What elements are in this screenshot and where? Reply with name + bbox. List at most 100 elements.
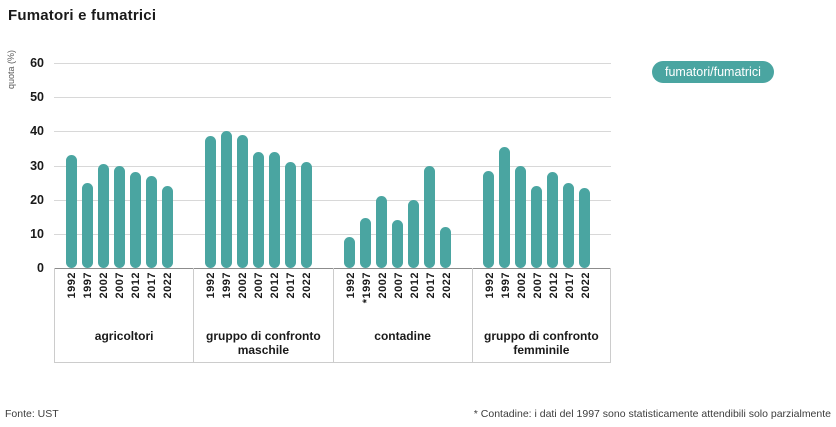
year-label: 1997 (499, 272, 512, 299)
footnote: * Contadine: i dati del 1997 sono statis… (473, 408, 831, 420)
year-label: 2007 (253, 272, 266, 299)
group-label-box: 1992 *1997 2002 2007 2012 2017 2022 contadine (332, 268, 472, 363)
year-labels-row: 1992 1997 2002 2007 2012 2017 2022 (473, 268, 610, 325)
bars-row (54, 63, 193, 268)
year-label-cell: 2017 (423, 272, 439, 325)
year-label: 1997 (82, 272, 94, 299)
bar-agricoltori-2002 (97, 163, 109, 268)
year-labels-row: 1992 1997 2002 2007 2012 2017 2022 (194, 268, 332, 325)
year-label: 2007 (531, 272, 544, 299)
bar-cell (159, 186, 175, 268)
group-label-box: 1992 1997 2002 2007 2012 2017 2022 gruppo di co… (471, 268, 611, 363)
group-name-label: contadine (374, 329, 431, 343)
bar-gruppo-di-confronto-maschile-2007 (252, 151, 264, 268)
year-label: 2002 (515, 272, 528, 299)
year-label-cell: 2012 (407, 272, 423, 325)
year-label: 2022 (579, 272, 592, 299)
year-label-cell: 1992 (64, 272, 80, 325)
group-name-label: gruppo di confronto maschile (206, 329, 321, 357)
year-label-cell: *1997 (359, 272, 375, 325)
year-label-cell: 2022 (439, 272, 455, 325)
bar-contadine-2012 (408, 199, 419, 268)
year-label-cell: 1992 (203, 272, 219, 325)
bar-cell (266, 151, 282, 268)
year-label-cell: 2022 (578, 272, 594, 325)
bar-gruppo-di-confronto-femminile-2007 (531, 186, 543, 268)
group-name-label: gruppo di confronto femminile (484, 329, 599, 357)
bar-cell (95, 163, 111, 268)
bar-cell (497, 146, 513, 268)
year-label-cell: 2002 (514, 272, 530, 325)
group-name-label: agricoltori (94, 329, 154, 343)
source-label: Fonte: UST (5, 408, 59, 420)
y-tick-label-60: 60 (30, 56, 44, 70)
year-label: 2022 (440, 272, 453, 299)
y-tick-label-30: 30 (30, 158, 44, 173)
bar-agricoltori-2017 (145, 175, 157, 268)
bar-gruppo-di-confronto-femminile-2002 (515, 165, 527, 268)
year-label: 2007 (114, 272, 126, 299)
bar-contadine-2007 (392, 220, 403, 268)
year-labels-row: 1992 1997 2002 2007 2012 2017 2022 (55, 268, 193, 325)
year-label: 2002 (376, 272, 389, 299)
gridline-50 (54, 97, 611, 99)
bar-contadine-2002 (376, 196, 387, 268)
bars-row (333, 63, 472, 268)
year-label: 2002 (98, 272, 110, 299)
year-label: 2002 (237, 272, 250, 299)
year-label: 2012 (408, 272, 421, 299)
y-tick-label-0: 0 (37, 261, 44, 275)
bar-gruppo-di-confronto-maschile-2012 (268, 151, 280, 268)
group-section-2: 1992 *1997 2002 2007 2012 2017 2022 contadine (332, 63, 472, 363)
bar-cell (561, 182, 577, 268)
bar-cell (374, 196, 390, 268)
bar-agricoltori-2012 (129, 172, 141, 268)
bar-agricoltori-2007 (113, 165, 125, 268)
bar-groups: 1992 1997 2002 2007 2012 2017 2022 agricoltori 1… (54, 63, 611, 363)
bar-cell (481, 170, 497, 268)
bar-cell (202, 136, 218, 268)
y-tick-label-10: 10 (30, 226, 44, 241)
bar-agricoltori-1997 (81, 182, 93, 268)
bar-gruppo-di-confronto-femminile-2017 (563, 182, 575, 268)
bar-cell (298, 162, 314, 268)
bar-gruppo-di-confronto-femminile-1992 (483, 170, 495, 268)
bar-agricoltori-2022 (161, 186, 173, 268)
group-label-box: 1992 1997 2002 2007 2012 2017 2022 agricoltori (54, 268, 194, 363)
year-label: 2017 (563, 272, 576, 299)
gridline-20 (54, 199, 611, 201)
year-label: *1997 (360, 272, 373, 304)
y-tick-label-20: 20 (30, 192, 44, 207)
year-label: 2012 (547, 272, 560, 299)
year-labels-row: 1992 *1997 2002 2007 2012 2017 2022 (334, 268, 472, 325)
bar-gruppo-di-confronto-maschile-1992 (204, 136, 216, 268)
bar-contadine-1997 (360, 218, 371, 268)
year-label-cell: 1997 (498, 272, 514, 325)
bar-cell (342, 237, 358, 268)
y-tick-label-50: 50 (30, 90, 44, 105)
year-label-cell: 1997 (219, 272, 235, 325)
bar-gruppo-di-confronto-maschile-1997 (220, 131, 232, 268)
year-label-cell: 1997 (80, 272, 96, 325)
year-label-cell: 2012 (267, 272, 283, 325)
gridline-30 (54, 165, 611, 167)
year-label: 1992 (66, 272, 78, 299)
bar-gruppo-di-confronto-femminile-1997 (499, 146, 511, 268)
year-label-cell: 2012 (546, 272, 562, 325)
year-label: 2017 (146, 272, 158, 299)
bar-agricoltori-1992 (65, 155, 77, 268)
bar-gruppo-di-confronto-maschile-2017 (284, 162, 296, 268)
bar-cell (218, 131, 234, 268)
bar-gruppo-di-confronto-femminile-2022 (579, 187, 591, 268)
bar-contadine-1992 (344, 237, 355, 268)
gridline-60 (54, 63, 611, 64)
bar-contadine-2017 (424, 165, 435, 268)
bar-cell (422, 165, 438, 268)
bar-cell (406, 199, 422, 268)
bar-cell (111, 165, 127, 268)
group-section-1: 1992 1997 2002 2007 2012 2017 2022 gruppo di co… (193, 63, 333, 363)
bar-cell (234, 134, 250, 268)
bar-cell (63, 155, 79, 268)
year-label: 1992 (205, 272, 218, 299)
bar-cell (390, 220, 406, 268)
